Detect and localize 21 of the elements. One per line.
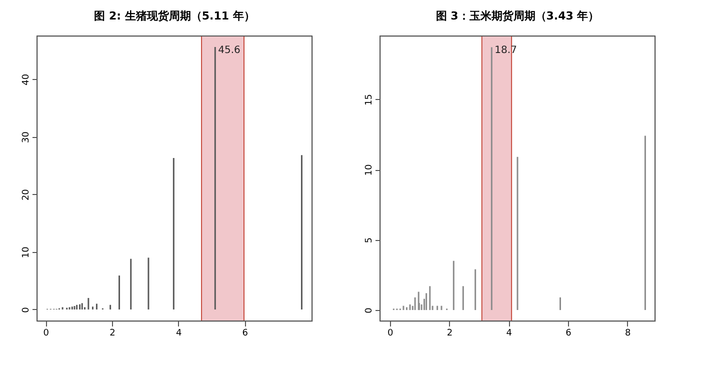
x-tick-label: 2: [446, 328, 453, 338]
y-tick-label: 15: [364, 94, 374, 106]
y-tick-label: 20: [22, 188, 32, 201]
x-tick-label: 2: [110, 328, 116, 338]
x-tick-label: 6: [566, 328, 572, 338]
x-tick-label: 0: [43, 328, 50, 338]
x-tick-label: 0: [387, 328, 394, 338]
annotation: 45.6: [218, 44, 240, 56]
x-tick-label: 6: [242, 328, 248, 338]
y-tick-label: 5: [364, 237, 374, 244]
y-tick-label: 10: [364, 164, 374, 176]
y-tick-label: 10: [22, 246, 32, 258]
x-tick-label: 8: [625, 328, 632, 338]
y-tick-label: 0: [364, 307, 374, 314]
x-tick-label: 4: [506, 328, 512, 338]
y-tick-label: 30: [22, 131, 32, 143]
chart-title: 图 2: 生猪现货周期（5.11 年）: [94, 10, 255, 22]
y-tick-label: 0: [22, 306, 32, 313]
y-tick-label: 40: [22, 74, 32, 86]
x-tick-label: 4: [176, 328, 182, 338]
chart-title: 图 3：玉米期货周期（3.43 年）: [436, 10, 600, 22]
